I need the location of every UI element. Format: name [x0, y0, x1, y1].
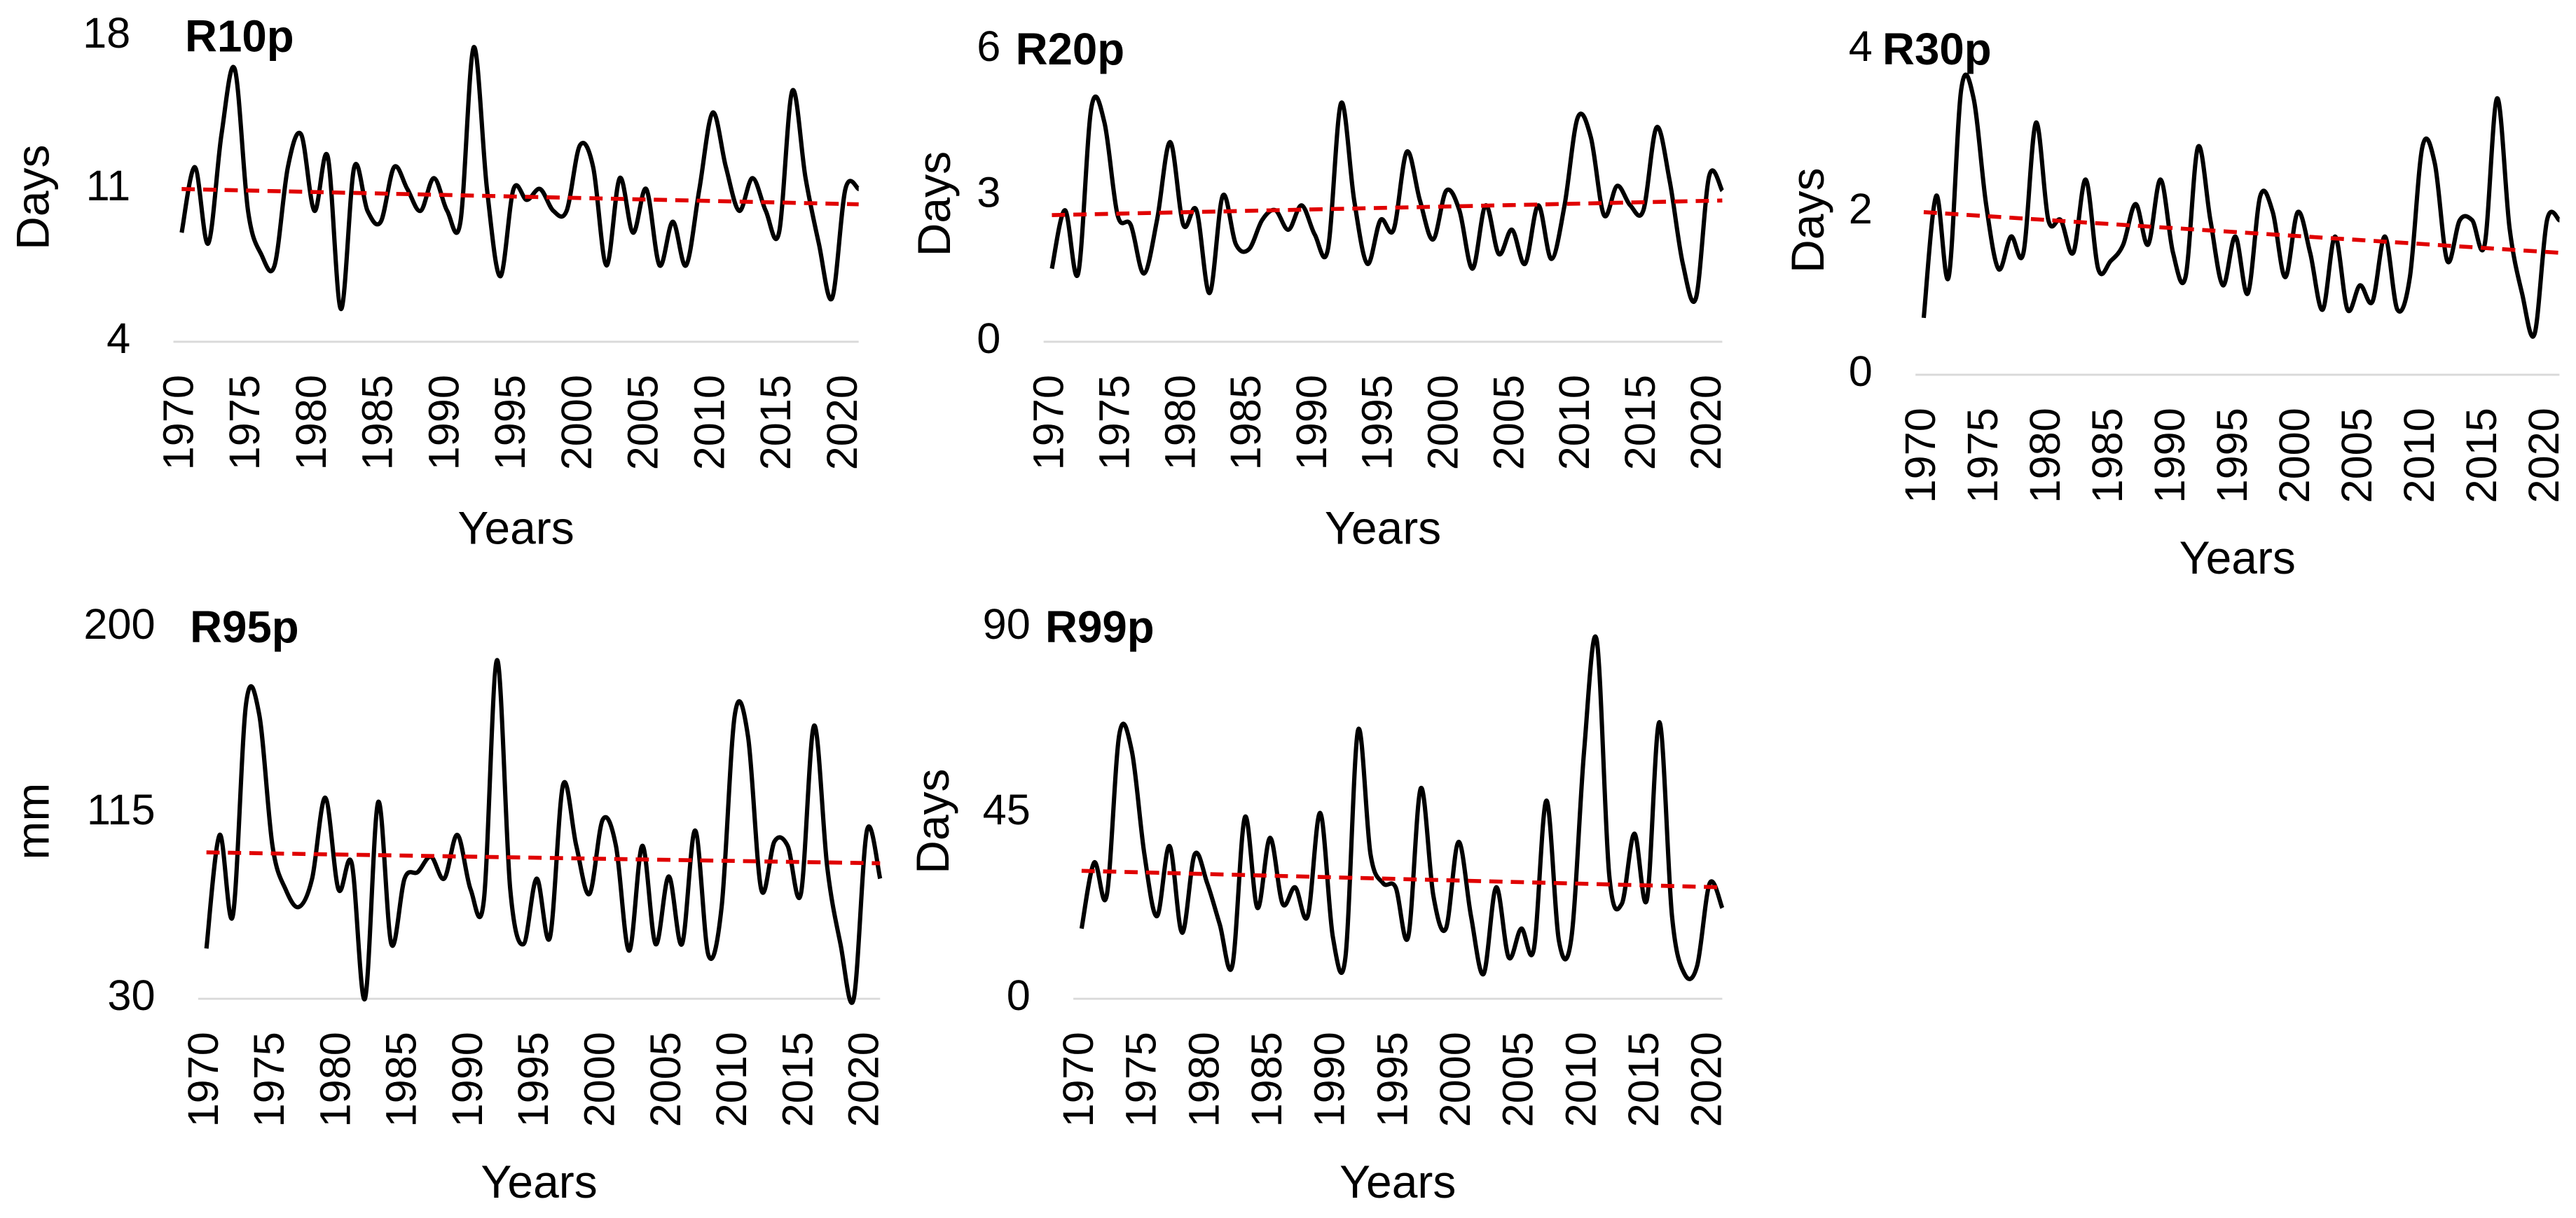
x-tick-label: 2000 — [1431, 1032, 1479, 1127]
x-tick-label: 1980 — [311, 1032, 359, 1127]
x-tick-label: 2015 — [2458, 408, 2505, 503]
x-tick-label: 1985 — [1222, 375, 1269, 470]
x-tick-label: 2020 — [2520, 408, 2568, 503]
x-tick-label: 1990 — [1306, 1032, 1354, 1127]
data-line — [204, 658, 883, 1005]
x-tick-label: 2020 — [840, 1032, 888, 1127]
x-tick-label: 2020 — [818, 375, 866, 470]
x-tick-label: 1980 — [1156, 375, 1204, 470]
y-axis-label: Days — [907, 768, 958, 873]
y-tick-label: 6 — [977, 22, 1000, 70]
x-tick-label: 1985 — [354, 375, 401, 470]
x-tick-label: 1970 — [1025, 375, 1073, 470]
x-tick-label: 1990 — [443, 1032, 491, 1127]
x-tick-label: 2020 — [1682, 375, 1730, 470]
x-tick-label: 1985 — [1243, 1032, 1290, 1127]
y-tick-label: 0 — [977, 314, 1000, 362]
data-line — [1921, 72, 2562, 339]
data-line — [1049, 94, 1725, 305]
y-tick-label: 4 — [1849, 22, 1873, 70]
data-line — [179, 45, 860, 312]
x-tick-label: 1985 — [2083, 408, 2131, 503]
x-tick-label: 1980 — [287, 375, 335, 470]
trend-line — [1052, 198, 1723, 217]
y-axis-label: mm — [6, 783, 58, 860]
x-tick-label: 2010 — [685, 375, 733, 470]
trend-line — [181, 187, 859, 207]
x-axis-label: Years — [1339, 1156, 1456, 1207]
trend-line — [206, 850, 881, 866]
y-tick-label: 2 — [1849, 185, 1873, 233]
x-tick-label: 1975 — [1117, 1032, 1165, 1127]
x-tick-label: 1985 — [378, 1032, 425, 1127]
y-tick-label: 3 — [977, 168, 1000, 216]
x-tick-label: 2010 — [2395, 408, 2443, 503]
y-tick-label: 0 — [1849, 347, 1873, 395]
x-tick-label: 2015 — [1616, 375, 1664, 470]
x-tick-label: 1970 — [154, 375, 202, 470]
chart-title: R95p — [190, 602, 299, 652]
x-tick-label: 2000 — [576, 1032, 624, 1127]
x-tick-label: 1970 — [1054, 1032, 1102, 1127]
x-tick-label: 1995 — [1354, 375, 1401, 470]
x-tick-label: 2010 — [1557, 1032, 1604, 1127]
x-tick-label: 1970 — [179, 1032, 227, 1127]
x-tick-label: 1975 — [1959, 408, 2006, 503]
x-tick-label: 2005 — [642, 1032, 689, 1127]
x-tick-label: 2005 — [1485, 375, 1532, 470]
x-tick-label: 2005 — [1494, 1032, 1542, 1127]
y-tick-label: 45 — [983, 786, 1031, 833]
y-tick-label: 115 — [87, 786, 156, 833]
x-tick-label: 2015 — [773, 1032, 821, 1127]
data-line — [1079, 634, 1725, 981]
x-tick-label: 2005 — [2333, 408, 2381, 503]
x-tick-label: 2015 — [752, 375, 799, 470]
y-axis-label: Days — [6, 144, 58, 249]
x-tick-label: 1975 — [245, 1032, 293, 1127]
y-tick-label: 11 — [86, 162, 131, 209]
y-tick-label: 200 — [83, 600, 155, 648]
x-tick-label: 1990 — [1288, 375, 1335, 470]
x-tick-label: 2015 — [1620, 1032, 1667, 1127]
x-tick-label: 1970 — [1896, 408, 1944, 503]
x-tick-label: 1995 — [2208, 408, 2256, 503]
x-axis-label: Years — [2179, 532, 2296, 583]
y-tick-label: 90 — [983, 600, 1031, 648]
chart-title: R10p — [185, 11, 294, 61]
x-axis-label: Years — [481, 1156, 597, 1207]
x-axis-label: Years — [457, 501, 574, 553]
x-tick-label: 1975 — [221, 375, 268, 470]
chart-title: R30p — [1882, 25, 1992, 74]
x-tick-label: 2000 — [1419, 375, 1467, 470]
x-tick-label: 1990 — [420, 375, 467, 470]
x-tick-label: 2020 — [1683, 1032, 1730, 1127]
x-tick-label: 1980 — [1180, 1032, 1227, 1127]
x-tick-label: 1980 — [2021, 408, 2069, 503]
x-tick-label: 2010 — [708, 1032, 755, 1127]
y-tick-label: 4 — [106, 314, 130, 362]
x-tick-label: 1995 — [486, 375, 534, 470]
x-tick-label: 2000 — [2271, 408, 2318, 503]
y-tick-label: 18 — [83, 9, 130, 57]
chart-title: R20p — [1016, 25, 1125, 74]
y-tick-label: 0 — [1007, 971, 1031, 1019]
chart-title: R99p — [1045, 602, 1155, 652]
y-tick-label: 30 — [107, 971, 155, 1019]
x-tick-label: 2005 — [619, 375, 667, 470]
x-tick-label: 1995 — [1368, 1032, 1416, 1127]
y-axis-label: Days — [1782, 167, 1833, 272]
x-tick-label: 2000 — [553, 375, 600, 470]
x-tick-label: 1990 — [2146, 408, 2193, 503]
x-tick-label: 2010 — [1550, 375, 1598, 470]
x-tick-label: 1995 — [509, 1032, 557, 1127]
y-axis-label: Days — [908, 151, 960, 256]
x-tick-label: 1975 — [1090, 375, 1138, 470]
x-axis-label: Years — [1325, 501, 1441, 553]
